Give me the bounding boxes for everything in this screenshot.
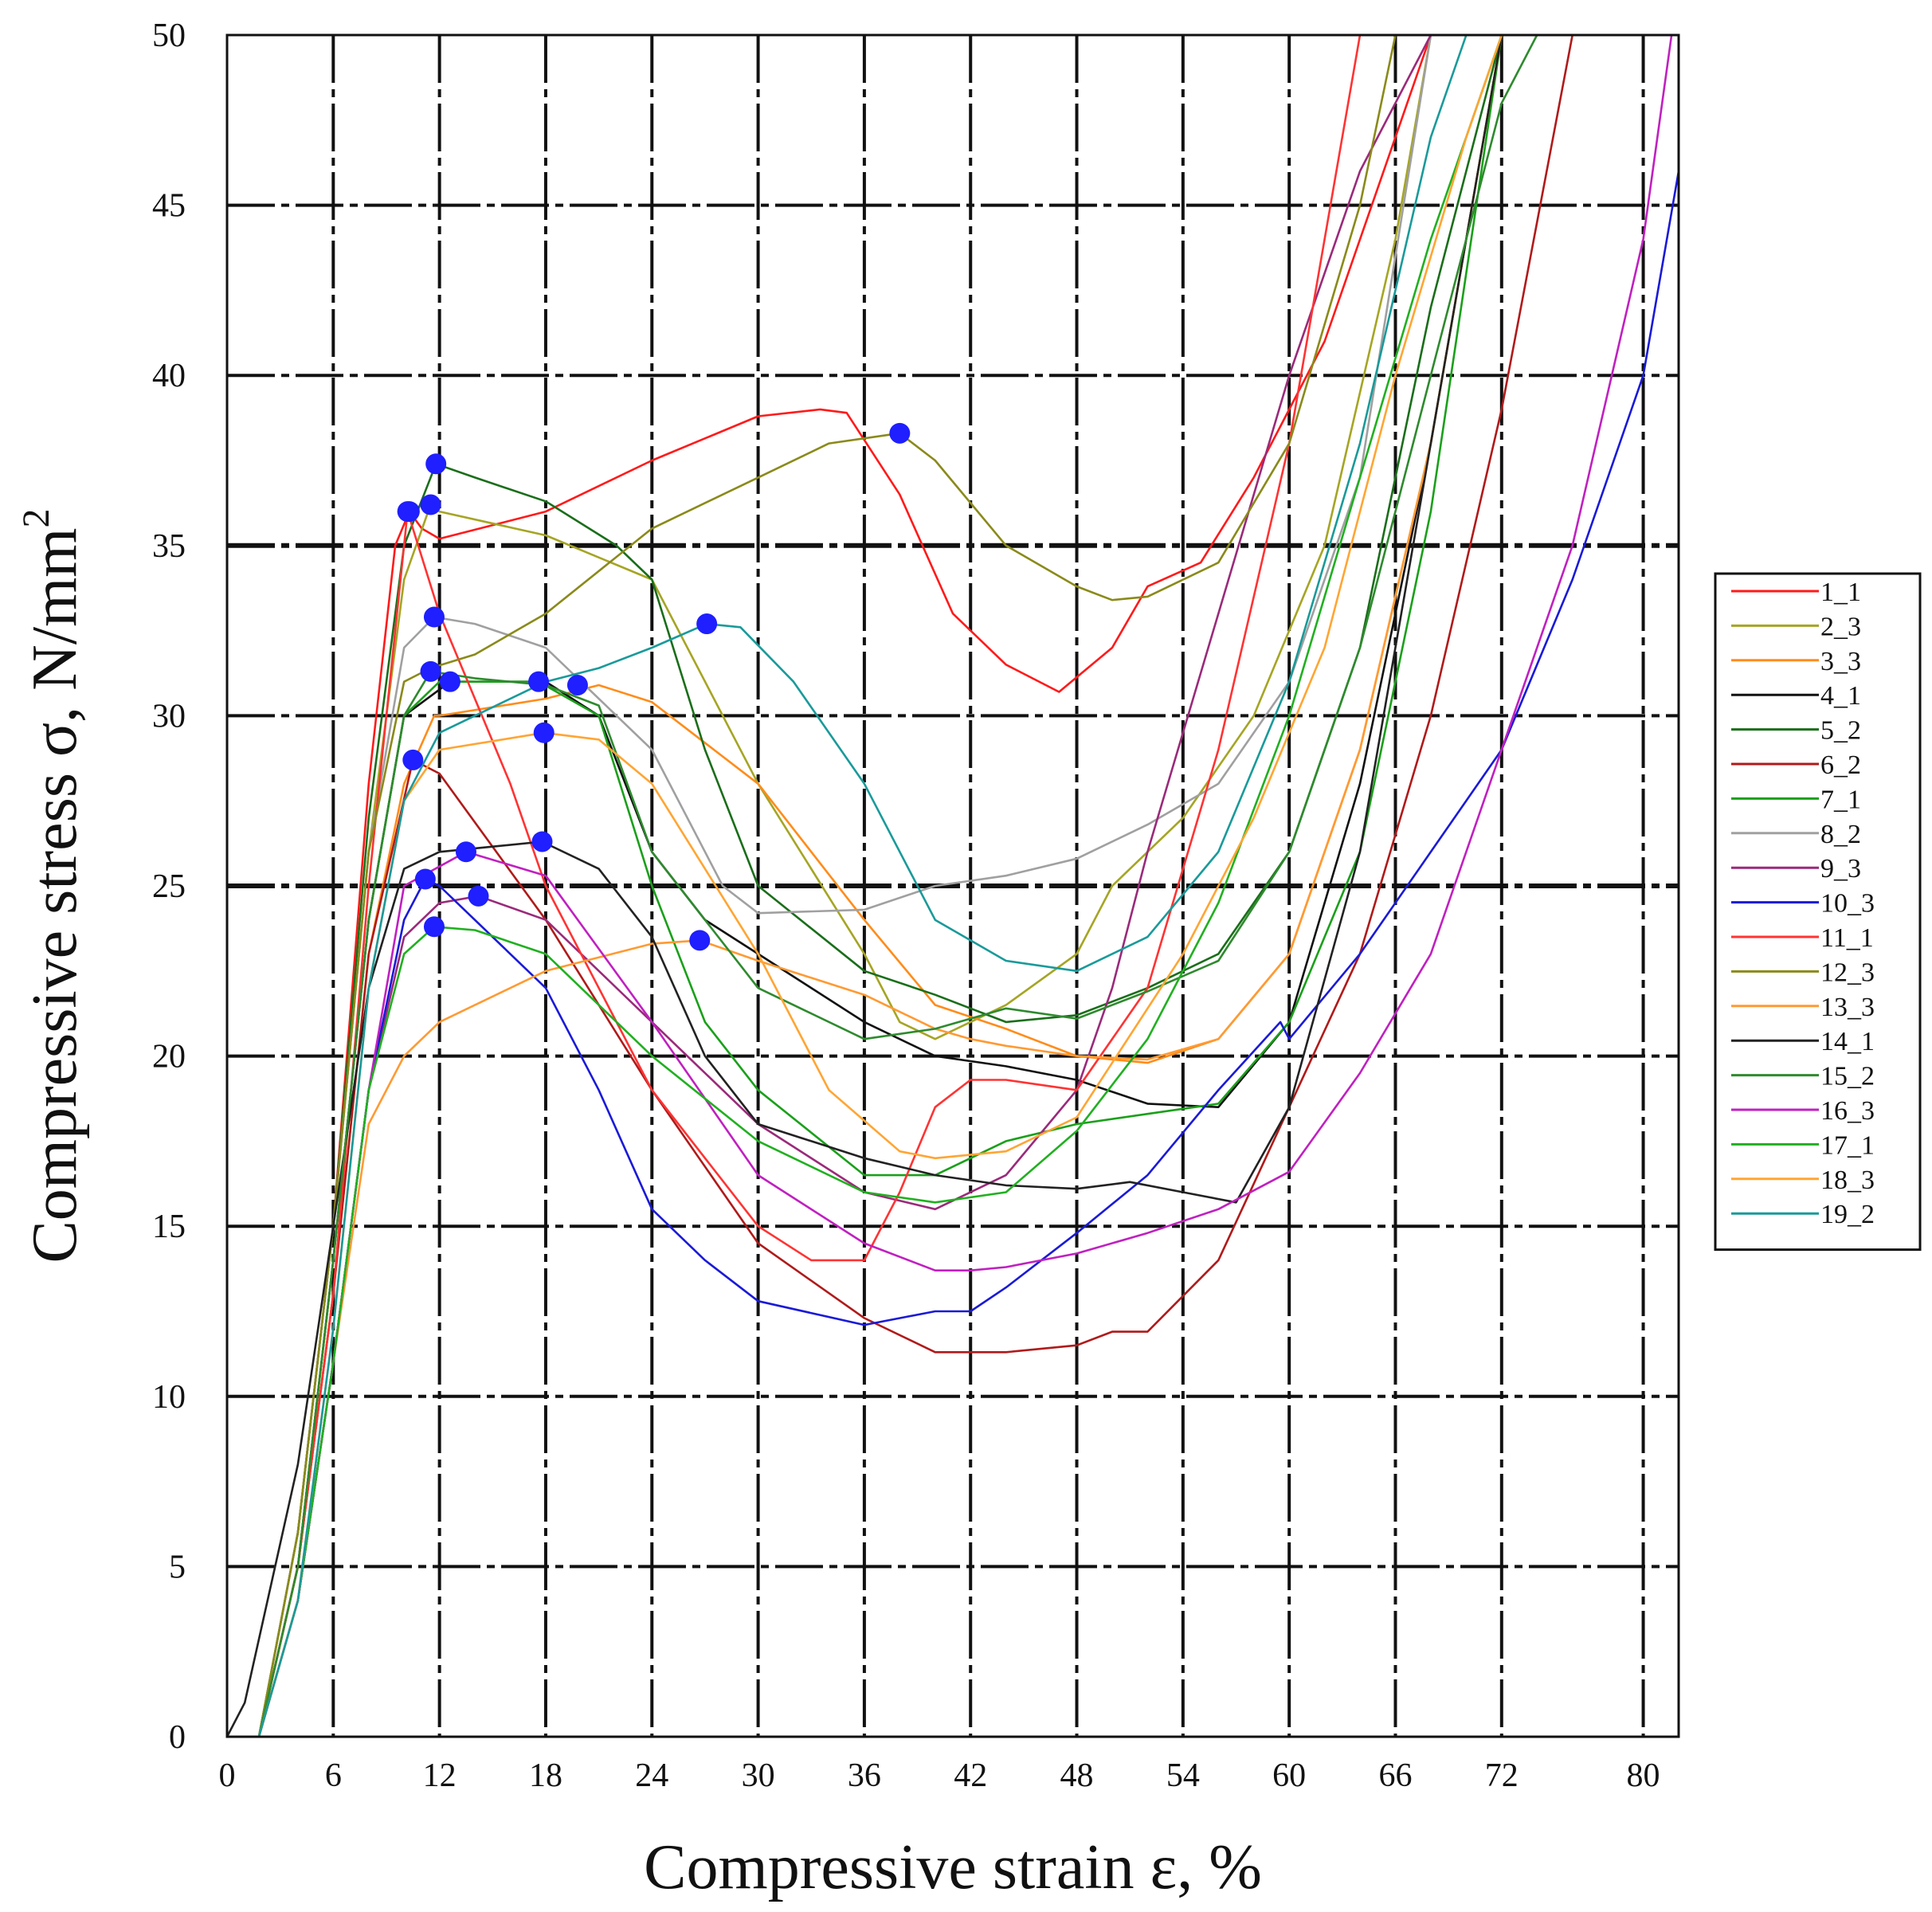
y-tick-label: 15: [152, 1209, 186, 1245]
peak-marker-10_3: [414, 868, 436, 890]
y-axis-label-superscript: 2: [15, 508, 57, 527]
y-tick-label: 0: [169, 1719, 186, 1756]
x-tick-label: 18: [529, 1757, 562, 1794]
y-tick-label: 25: [152, 868, 186, 905]
legend-label-1_1: 1_1: [1820, 578, 1861, 607]
series-line-6_2: [227, 34, 1573, 1738]
x-tick-label: 6: [325, 1757, 342, 1794]
y-tick-label: 10: [152, 1379, 186, 1416]
x-tick-label: 42: [954, 1757, 987, 1794]
legend-label-7_1: 7_1: [1820, 785, 1861, 814]
y-tick-label: 30: [152, 698, 186, 735]
x-tick-label: 12: [423, 1757, 457, 1794]
y-tick-label: 45: [152, 188, 186, 225]
series-line-13_3: [227, 34, 1503, 1738]
peak-marker-9_3: [468, 885, 489, 907]
series-line-11_1: [227, 34, 1362, 1738]
legend-label-14_1: 14_1: [1820, 1027, 1875, 1056]
plot-frame: [225, 33, 1680, 1738]
series-line-19_2: [227, 34, 1468, 1738]
series-line-5_2: [227, 34, 1503, 1738]
series-line-1_1: [227, 34, 1432, 1738]
peak-marker-18_3: [533, 722, 555, 743]
x-tick-label: 0: [219, 1757, 236, 1794]
series-line-17_1: [227, 34, 1503, 1738]
y-axis-label: Compressive stress σ, N/mm: [20, 527, 90, 1263]
peak-marker-16_3: [455, 841, 476, 863]
legend-label-5_2: 5_2: [1820, 716, 1861, 746]
legend-label-17_1: 17_1: [1820, 1130, 1875, 1160]
svg-text:Compressive stress σ, N/mm2: Compressive stress σ, N/mm2: [15, 508, 90, 1263]
x-tick-label: 36: [848, 1757, 881, 1794]
peak-markers: [397, 422, 911, 951]
y-tick-label: 40: [152, 358, 186, 394]
legend-box: [1714, 572, 1922, 1252]
x-tick-label: 66: [1378, 1757, 1412, 1794]
legend-label-12_3: 12_3: [1820, 958, 1875, 987]
peak-marker-4_1: [439, 671, 460, 692]
series-line-14_1: [225, 34, 1503, 1738]
x-tick-label: 24: [635, 1757, 668, 1794]
x-tick-label: 60: [1272, 1757, 1306, 1794]
x-tick-label: 72: [1485, 1757, 1519, 1794]
peak-marker-8_2: [423, 606, 445, 628]
x-axis-label: Compressive strain ε, %: [644, 1832, 1262, 1902]
legend-label-2_3: 2_3: [1820, 612, 1861, 641]
peak-marker-2_3: [420, 494, 441, 515]
peak-marker-3_3: [566, 674, 588, 695]
tick-labels: 0 6 12 18 24 30 36 42 48 54 60 66 72 80 0 5 10 15 20 25 30 35…: [152, 18, 1660, 1794]
x-tick-label: 48: [1060, 1757, 1094, 1794]
legend-label-13_3: 13_3: [1820, 993, 1875, 1022]
legend-label-6_2: 6_2: [1820, 750, 1861, 780]
peak-marker-17_1: [423, 916, 445, 938]
peak-marker-14_1: [531, 831, 553, 852]
peak-marker-6_2: [402, 749, 424, 770]
legend: 1_1 2_3 3_3 4_1 5_2 6_2 7_1 8_2 9_3 10_3 11_1 12_3 1…: [1714, 572, 1922, 1252]
legend-label-15_2: 15_2: [1820, 1062, 1875, 1091]
x-tick-label: 80: [1627, 1757, 1660, 1794]
legend-label-9_3: 9_3: [1820, 854, 1861, 884]
y-tick-label: 5: [169, 1549, 186, 1585]
peak-marker-7_1: [528, 671, 550, 692]
legend-label-19_2: 19_2: [1820, 1200, 1875, 1229]
grid-lines: [227, 35, 1679, 1737]
legend-label-11_1: 11_1: [1820, 923, 1874, 953]
legend-label-18_3: 18_3: [1820, 1166, 1875, 1195]
legend-label-3_3: 3_3: [1820, 647, 1861, 676]
y-axis-label-group: Compressive stress σ, N/mm2: [15, 508, 90, 1263]
legend-label-16_3: 16_3: [1820, 1096, 1875, 1126]
series-lines: [225, 34, 1680, 1738]
peak-marker-5_2: [425, 453, 447, 475]
peak-marker-19_2: [696, 613, 718, 635]
series-line-10_3: [227, 170, 1680, 1738]
series-line-15_2: [227, 34, 1538, 1738]
series-line-12_3: [227, 34, 1397, 1738]
y-tick-label: 50: [152, 18, 186, 54]
x-tick-label: 30: [742, 1757, 775, 1794]
legend-label-4_1: 4_1: [1820, 681, 1861, 711]
x-tick-label: 54: [1166, 1757, 1200, 1794]
y-tick-label: 35: [152, 528, 186, 565]
peak-marker-13_3: [689, 930, 711, 951]
peak-marker-15_2: [420, 660, 441, 682]
peak-marker-12_3: [889, 422, 911, 444]
peak-marker-11_1: [397, 501, 418, 523]
legend-label-10_3: 10_3: [1820, 889, 1875, 919]
y-tick-label: 20: [152, 1039, 186, 1076]
legend-label-8_2: 8_2: [1820, 820, 1861, 849]
